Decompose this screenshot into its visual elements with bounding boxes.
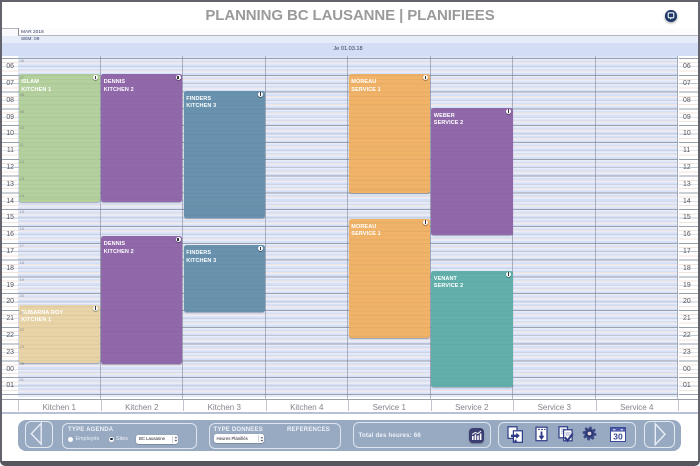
svg-text:30: 30 — [613, 432, 623, 442]
